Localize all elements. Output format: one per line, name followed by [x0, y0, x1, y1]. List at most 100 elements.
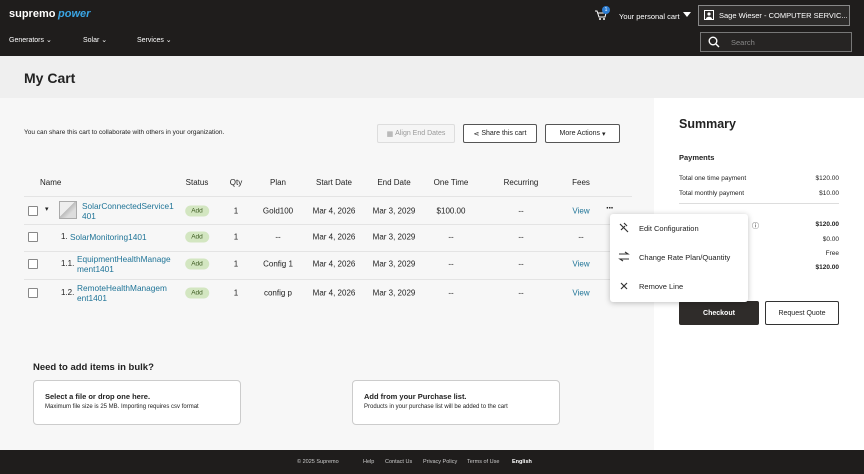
nav-item[interactable]: Generators ⌄	[9, 37, 52, 44]
menu-item[interactable]: Edit Configuration	[639, 224, 699, 233]
product-name[interactable]: EquipmentHealthManagement1401	[77, 254, 171, 274]
footer-link[interactable]: Privacy Policy	[423, 459, 458, 465]
column-header: Name	[40, 178, 62, 187]
page-title: My Cart	[24, 70, 76, 86]
plan-cell: Config 1	[263, 259, 293, 269]
checkout-button[interactable]: Checkout	[679, 301, 759, 325]
name-cell: SolarConnectedService1401	[82, 199, 176, 223]
nav-label: Services	[137, 37, 164, 44]
request-quote-button[interactable]: Request Quote	[765, 301, 839, 325]
qty-cell: 1	[233, 206, 239, 216]
logo-accent[interactable]: power	[58, 8, 91, 20]
column-header: Plan	[269, 178, 287, 187]
share-button[interactable]: ⋖ Share this cart	[463, 124, 537, 143]
status-cell: Add	[185, 205, 209, 217]
total-value: $0.00	[822, 236, 839, 243]
product-name[interactable]: SolarMonitoring1401	[70, 232, 147, 242]
payment-value: $10.00	[819, 190, 839, 197]
nav-label: Solar	[83, 37, 100, 44]
footer	[0, 450, 864, 474]
search-box[interactable]	[700, 32, 852, 52]
summary-title: Summary	[679, 117, 736, 131]
name-cell: RemoteHealthManagement1401	[77, 281, 171, 305]
one-time-cell: --	[448, 232, 454, 242]
row-separator	[24, 278, 632, 280]
divider	[679, 203, 839, 204]
user-box[interactable]	[698, 5, 850, 26]
name-cell: SolarMonitoring1401	[70, 225, 164, 249]
footer-link[interactable]: Help	[363, 459, 375, 465]
line-number: 1.1.	[61, 259, 75, 268]
user-icon	[704, 10, 714, 20]
qty-cell: 1	[233, 232, 239, 242]
fees-cell[interactable]: View	[572, 206, 590, 216]
upload-note: Maximum file size is 25 MB. Importing re…	[45, 404, 199, 410]
share-note: You can share this cart to collaborate w…	[24, 129, 225, 136]
end-cell: Mar 3, 2029	[372, 259, 416, 269]
cart-label[interactable]: Your personal cart	[619, 12, 680, 21]
fees-cell[interactable]: View	[572, 259, 590, 269]
payment-label: Total monthly payment	[679, 190, 745, 197]
start-cell: Mar 4, 2026	[312, 206, 356, 216]
nav-item[interactable]: Services ⌄	[137, 37, 172, 44]
plan-cell: --	[275, 232, 281, 242]
cart-badge: 1	[602, 6, 610, 14]
column-header: Fees	[572, 178, 590, 187]
nav-label: Generators	[9, 37, 45, 44]
footer-link[interactable]: Terms of Use	[467, 459, 500, 465]
upload-title: Select a file or drop one here.	[45, 392, 151, 401]
info-icon: ⓘ	[752, 223, 759, 230]
qty-cell: 1	[233, 288, 239, 298]
start-cell: Mar 4, 2026	[312, 259, 356, 269]
status-cell: Add	[185, 287, 209, 299]
product-name[interactable]: RemoteHealthManagement1401	[77, 283, 167, 303]
end-cell: Mar 3, 2029	[372, 206, 416, 216]
row-actions[interactable]: ···	[606, 203, 614, 214]
payment-label: Total one time payment	[679, 175, 747, 182]
status-cell: Add	[185, 258, 209, 270]
qty-cell: 1	[233, 259, 239, 269]
column-header: Start Date	[315, 178, 353, 187]
total-value: Free	[825, 250, 839, 257]
checkbox[interactable]	[28, 259, 38, 269]
button-label: Share this cart	[481, 130, 527, 137]
footer-link[interactable]: English	[512, 459, 532, 465]
column-header: Status	[185, 178, 209, 187]
recurring-cell: --	[518, 232, 524, 242]
upload-box[interactable]	[33, 380, 241, 425]
product-image	[59, 201, 77, 219]
row-separator	[24, 250, 632, 252]
purchase-list-box[interactable]	[352, 380, 560, 425]
payments-heading: Payments	[679, 153, 715, 162]
total-value: $120.00	[815, 264, 840, 271]
user-name: Sage Wieser - COMPUTER SERVIC...	[719, 11, 848, 20]
start-cell: Mar 4, 2026	[312, 288, 356, 298]
checkbox[interactable]	[28, 232, 38, 242]
recurring-cell: --	[518, 206, 524, 216]
menu-icons	[618, 222, 630, 290]
product-name[interactable]: SolarConnectedService1401	[82, 201, 174, 221]
footer-link[interactable]: Contact Us	[385, 459, 413, 465]
checkbox[interactable]	[28, 288, 38, 298]
menu-item[interactable]: Change Rate Plan/Quantity	[639, 253, 731, 262]
row-separator	[24, 224, 632, 225]
button-label: More Actions	[559, 130, 600, 137]
purchase-list-note: Products in your purchase list will be a…	[364, 404, 508, 410]
end-cell: Mar 3, 2029	[372, 232, 416, 242]
title-band	[0, 56, 864, 98]
checkbox[interactable]	[28, 206, 38, 216]
logo[interactable]: supremo	[9, 8, 56, 20]
fees-cell[interactable]: View	[572, 288, 590, 298]
menu-item[interactable]: Remove Line	[639, 282, 684, 291]
expand-caret[interactable]: ▾	[45, 206, 49, 213]
bulk-title: Need to add items in bulk?	[33, 362, 154, 373]
row-separator	[24, 196, 632, 197]
status-cell: Add	[185, 231, 209, 243]
search-icon	[708, 36, 720, 48]
more-actions-button[interactable]: More Actions ▾	[545, 124, 620, 143]
button-label: Align End Dates	[395, 130, 446, 137]
align-end-dates-button[interactable]: ▦ Align End Dates	[377, 124, 455, 143]
row-menu	[610, 214, 748, 302]
nav-item[interactable]: Solar ⌄	[83, 37, 108, 44]
